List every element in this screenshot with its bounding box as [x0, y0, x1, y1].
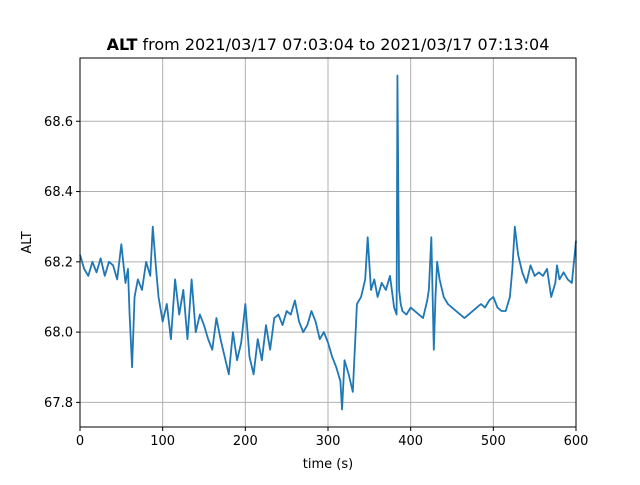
series-layer	[79, 74, 577, 411]
y-tick-label: 67.8	[44, 396, 73, 411]
chart-title-variable: ALT	[107, 35, 138, 54]
y-tick-label: 68.0	[44, 326, 73, 341]
x-axis-label: time (s)	[303, 457, 353, 472]
x-tick-label: 500	[481, 434, 506, 449]
chart-title: ALT from 2021/03/17 07:03:04 to 2021/03/…	[107, 35, 550, 54]
y-tick-label: 68.6	[44, 115, 73, 130]
x-tick-label: 600	[564, 434, 589, 449]
y-tick-label: 68.4	[44, 185, 73, 200]
x-tick-label: 300	[316, 434, 341, 449]
y-axis-label: ALT	[20, 231, 35, 253]
series-line-0	[79, 74, 577, 411]
chart-title-range: from 2021/03/17 07:03:04 to 2021/03/17 0…	[137, 35, 549, 54]
x-tick-label: 0	[76, 434, 84, 449]
x-tick-label: 200	[233, 434, 258, 449]
x-tick-label: 100	[150, 434, 175, 449]
y-tick-label: 68.2	[44, 255, 73, 270]
x-tick-label: 400	[398, 434, 423, 449]
grid-lines	[79, 58, 577, 427]
ticks: 0 100 200 300 400 500 600 67.8 68.0 68.2 68.4 68.6	[44, 115, 588, 449]
